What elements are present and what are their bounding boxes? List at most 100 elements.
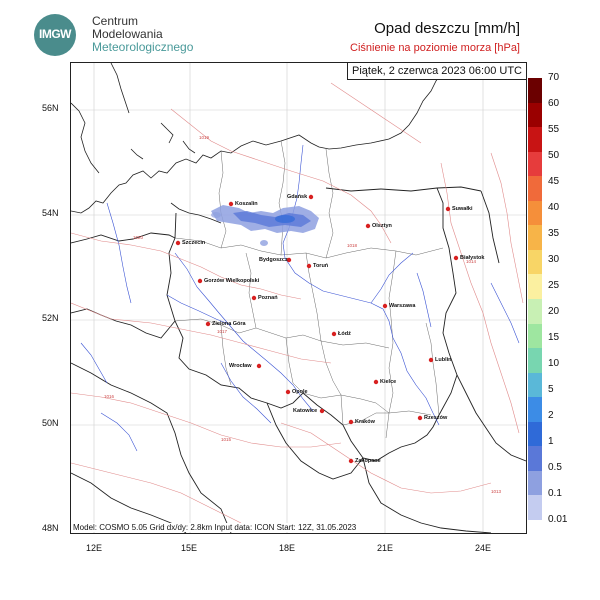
city-lublin: Lublin (428, 357, 452, 363)
colorbar-segment (528, 372, 542, 398)
colorbar-label: 40 (548, 202, 560, 213)
city-rzeszow: Rzeszów (417, 415, 448, 421)
svg-text:Szczecin: Szczecin (182, 240, 206, 246)
colorbar-label: 20 (548, 306, 560, 317)
lon-label: 18E (279, 543, 296, 553)
rain-patch-1 (260, 240, 268, 246)
city-szczecin: Szczecin (175, 240, 206, 246)
svg-text:Wrocław: Wrocław (229, 363, 252, 369)
isobar-label: 1018 (347, 243, 358, 248)
colorbar-label: 0.01 (548, 514, 568, 525)
country-borders (71, 186, 526, 533)
colorbar-label: 5 (548, 384, 554, 395)
svg-text:Kraków: Kraków (355, 419, 376, 425)
imgw-logo-mark: IMGW (34, 14, 76, 56)
svg-text:Zielona Góra: Zielona Góra (212, 321, 247, 327)
svg-text:Suwałki: Suwałki (452, 206, 473, 212)
colorbar-label: 35 (548, 228, 560, 239)
isobar-label: 1017 (217, 329, 228, 334)
city-suwalki: Suwałki (445, 206, 473, 212)
isobar-label: 1015 (221, 437, 232, 442)
svg-text:Gorzów Wielkopolski: Gorzów Wielkopolski (204, 278, 260, 284)
logo-line-1: Centrum (92, 14, 139, 28)
svg-text:Rzeszów: Rzeszów (424, 415, 448, 421)
city-poznan: Poznań (251, 295, 278, 301)
map-svg: 1020 1019 1018 1017 1016 1015 1014 1013 … (71, 63, 526, 533)
city-koszalin: Koszalin (228, 201, 258, 207)
lat-label: 52N (42, 313, 59, 323)
colorbar-label: 0.5 (548, 462, 562, 473)
graticule (71, 63, 526, 533)
colorbar-segment (528, 127, 542, 153)
lon-label: 24E (475, 543, 492, 553)
logo-text: Centrum Modelowania Meteorologicznego (92, 15, 193, 54)
colorbar-segment (528, 151, 542, 177)
colorbar-segment (528, 102, 542, 128)
colorbar-segment (528, 274, 542, 300)
map-subtitle: Ciśnienie na poziomie morza [hPa] (350, 42, 520, 54)
isobar-label: 1019 (199, 135, 210, 140)
svg-text:Opole: Opole (292, 389, 308, 395)
colorbar-segment (528, 470, 542, 496)
svg-text:Zakopane: Zakopane (355, 458, 381, 464)
isobar-label: 1020 (133, 235, 144, 240)
city-olsztyn: Olsztyn (365, 223, 393, 229)
city-wroclaw: Wrocław (229, 363, 262, 369)
svg-text:Warszawa: Warszawa (389, 303, 416, 309)
colorbar-label: 0.1 (548, 488, 562, 499)
city-zakopane: Zakopane (348, 458, 381, 464)
voivodeship-borders (174, 140, 444, 439)
map-title: Opad deszczu [mm/h] (374, 20, 520, 37)
logo-line-2: Modelowania (92, 27, 163, 41)
colorbar-segment (528, 200, 542, 226)
city-lodz: Łódź (331, 331, 351, 337)
colorbar-label: 30 (548, 254, 560, 265)
colorbar-label: 1 (548, 436, 554, 447)
forecast-datetime: Piątek, 2 czerwca 2023 06:00 UTC (347, 63, 526, 80)
city-gorzow: Gorzów Wielkopolski (197, 278, 260, 284)
rain-band-moderate (233, 211, 311, 227)
lat-label: 48N (42, 523, 59, 533)
isobar-label: 1013 (491, 489, 502, 494)
svg-text:Toruń: Toruń (313, 263, 329, 269)
colorbar-segment (528, 176, 542, 202)
isobars (71, 82, 524, 524)
svg-text:Poznań: Poznań (258, 295, 278, 301)
precipitation-areas (211, 205, 319, 246)
city-torun: Toruń (306, 263, 329, 269)
colorbar-label: 10 (548, 358, 560, 369)
svg-text:Łódź: Łódź (338, 331, 351, 337)
colorbar-segment (528, 78, 542, 104)
colorbar-label: 55 (548, 124, 560, 135)
lat-label: 54N (42, 208, 59, 218)
model-info-footer: Model: COSMO 5.05 Grid dx/dy: 2.8km Inpu… (73, 523, 357, 532)
city-katowice: Katowice (293, 408, 325, 414)
logo-line-3: Meteorologicznego (92, 40, 194, 54)
svg-text:Białystok: Białystok (460, 255, 485, 261)
colorbar-label: 70 (548, 72, 560, 83)
colorbar-segment (528, 348, 542, 374)
colorbar-segment (528, 225, 542, 251)
rivers (80, 144, 520, 452)
city-bydgoszcz: Bydgoszcz (259, 257, 292, 263)
cities: Gdańsk Koszalin Olsztyn Suwałki Szczecin… (175, 194, 485, 464)
svg-text:Kielce: Kielce (380, 379, 396, 385)
isobar-label: 1016 (104, 394, 115, 399)
svg-text:Koszalin: Koszalin (235, 201, 258, 207)
city-opole: Opole (285, 389, 308, 395)
rain-patch-2 (211, 212, 221, 218)
colorbar-segment (528, 397, 542, 423)
svg-text:Katowice: Katowice (293, 408, 317, 414)
lon-label: 15E (181, 543, 198, 553)
rain-core (275, 215, 295, 223)
colorbar-label: 50 (548, 150, 560, 161)
lat-label: 56N (42, 103, 59, 113)
colorbar-segment (528, 299, 542, 325)
colorbar-label: 2 (548, 410, 554, 421)
city-kielce: Kielce (373, 379, 396, 385)
colorbar-segment (528, 249, 542, 275)
colorbar-segment (528, 323, 542, 349)
city-warszawa: Warszawa (382, 303, 416, 309)
isobar-labels: 1020 1019 1018 1017 1016 1015 1014 1013 (104, 135, 502, 494)
city-krakow: Kraków (348, 419, 376, 425)
